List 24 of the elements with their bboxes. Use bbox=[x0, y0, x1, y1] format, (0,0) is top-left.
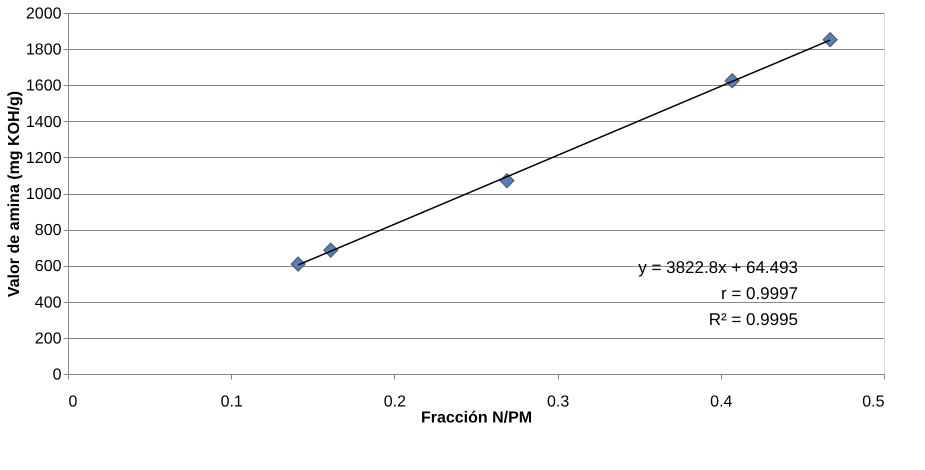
y-tick-label: 600 bbox=[34, 258, 62, 276]
x-axis-title: Fracción N/PM bbox=[420, 410, 532, 426]
x-tick-label: 0 bbox=[68, 394, 78, 410]
annotation: y = 3822.8x + 64.493 bbox=[638, 258, 798, 277]
x-tick-label: 0.5 bbox=[862, 394, 885, 410]
x-tick-label: 0.1 bbox=[220, 394, 243, 410]
point bbox=[290, 256, 306, 272]
x-tick-label: 0.4 bbox=[710, 394, 733, 410]
y-tick-label: 1200 bbox=[26, 150, 62, 167]
x-tick-label: 0.3 bbox=[546, 394, 570, 410]
y-tick-label: 200 bbox=[34, 330, 62, 348]
y-tick-label: 1600 bbox=[26, 78, 62, 95]
y-tick-label: 800 bbox=[34, 222, 62, 240]
y-tick-label: 1000 bbox=[26, 186, 62, 203]
y-tick-label: 1800 bbox=[26, 42, 62, 59]
annotation: r = 0.9997 bbox=[720, 284, 798, 303]
y-axis-title: Valor de amina (mg KOH/g) bbox=[6, 90, 23, 298]
point bbox=[822, 32, 838, 48]
annotation: R² = 0.9995 bbox=[708, 310, 798, 329]
y-tick-label: 2000 bbox=[26, 6, 62, 22]
y-tick-label: 1400 bbox=[26, 114, 62, 131]
x-tick-label: 0.2 bbox=[384, 394, 406, 410]
y-tick-label: 0 bbox=[52, 366, 62, 384]
y-tick-label: 400 bbox=[34, 294, 62, 312]
